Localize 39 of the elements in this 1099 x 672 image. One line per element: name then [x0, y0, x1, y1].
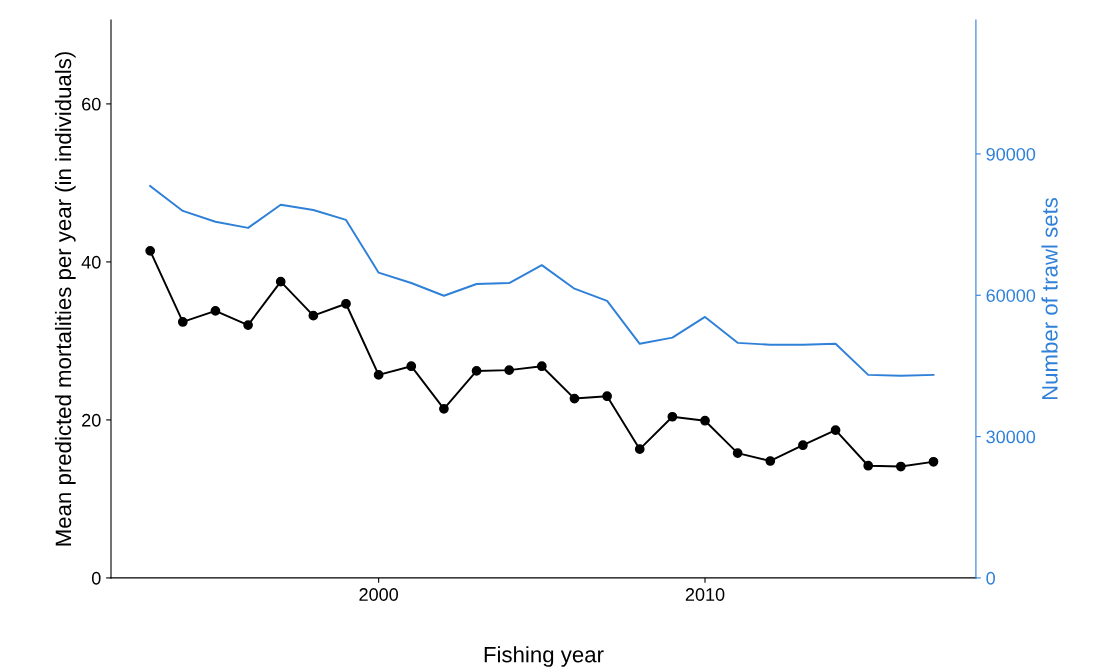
point	[634, 444, 645, 455]
point	[341, 298, 351, 309]
y2-tick-label: 60000	[986, 289, 1036, 302]
point	[308, 310, 319, 321]
line-series	[149, 185, 935, 377]
y-tick-label: 40	[81, 255, 101, 269]
point	[210, 306, 221, 316]
y-tick-label: 20	[82, 413, 101, 427]
point	[895, 461, 906, 472]
x-tick-label: 2000	[359, 588, 399, 601]
y2-tick-label: 0	[986, 571, 995, 585]
point	[471, 366, 482, 376]
point	[177, 317, 188, 327]
y-axis-title: Mean predicted mortalities per year (in individuals)	[54, 52, 76, 546]
y2-axis-title: Number of trawl sets	[1041, 197, 1058, 400]
y2-tick-label: 90000	[986, 147, 1036, 161]
point	[504, 365, 515, 376]
point	[928, 456, 939, 467]
point	[732, 448, 743, 458]
point	[667, 411, 678, 422]
point	[765, 456, 776, 466]
point	[798, 440, 808, 451]
point	[439, 403, 449, 414]
point	[602, 391, 612, 402]
y2-tick-label: 30000	[986, 430, 1036, 444]
point	[275, 276, 286, 287]
x-tick-label: 2010	[685, 588, 725, 601]
point	[536, 361, 547, 372]
point	[569, 393, 580, 404]
point	[700, 415, 710, 426]
point	[863, 460, 874, 471]
y-tick-label: 60	[82, 97, 101, 111]
point	[830, 425, 841, 436]
point	[406, 361, 417, 372]
y-tick-label: 0	[91, 571, 101, 585]
x-axis-title: Fishing year	[484, 646, 604, 667]
point	[243, 320, 253, 330]
point	[145, 245, 156, 256]
point	[373, 370, 384, 380]
